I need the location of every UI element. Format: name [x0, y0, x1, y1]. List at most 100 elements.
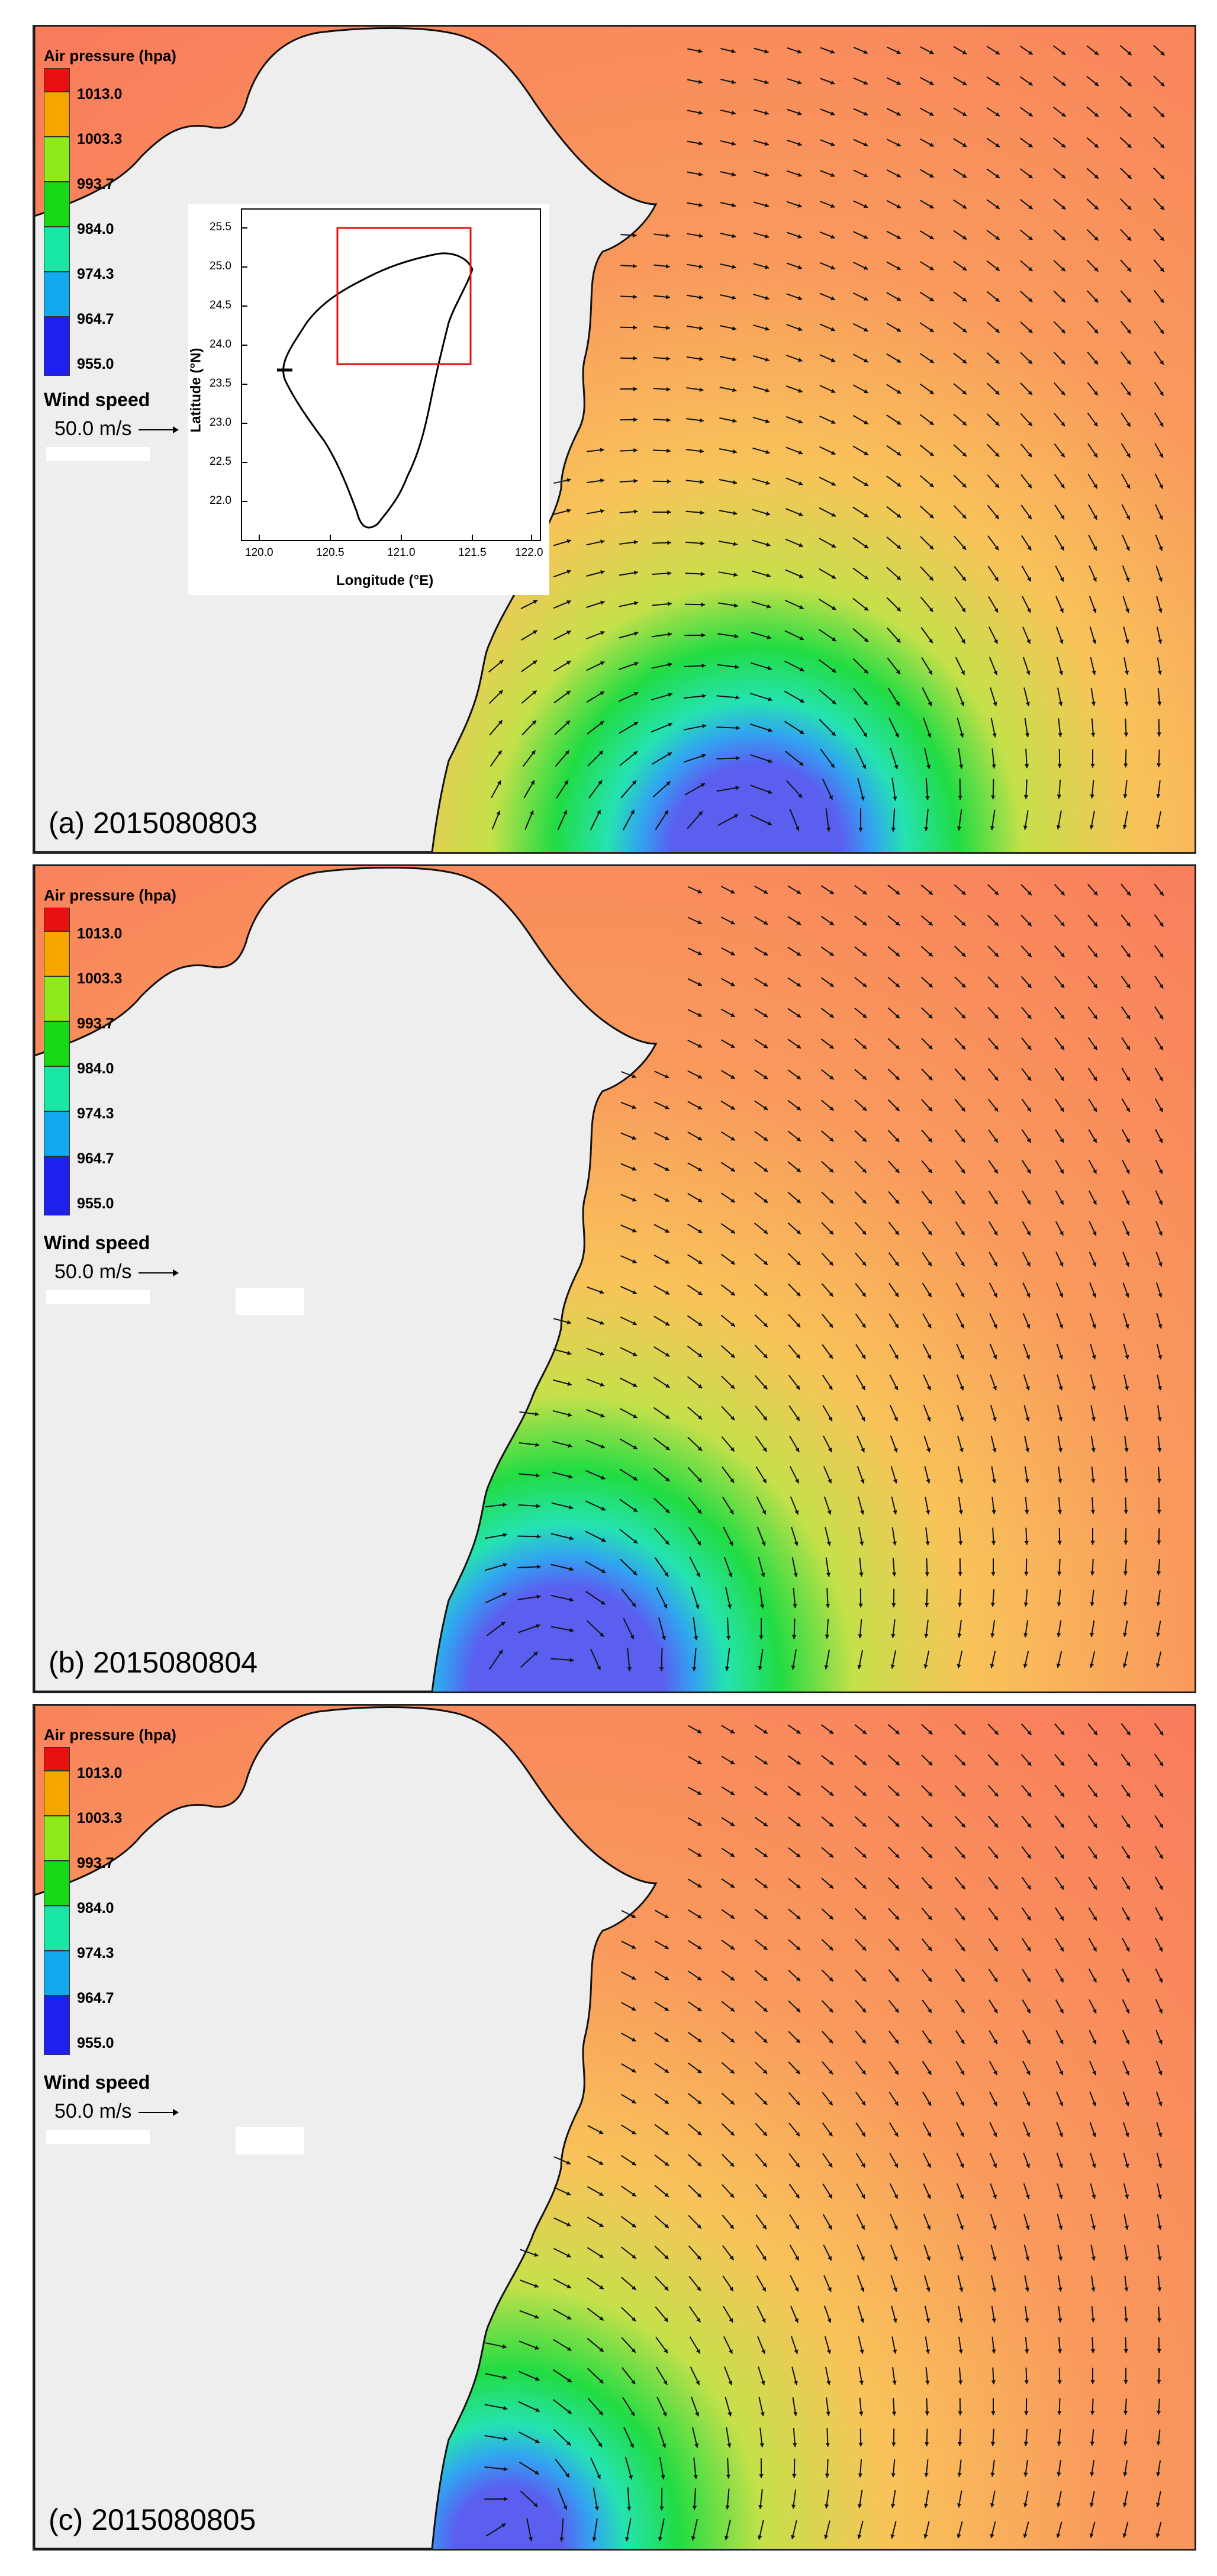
wind-arrowhead [1092, 670, 1096, 675]
wind-arrowhead [498, 1649, 503, 1655]
wind-arrowhead [894, 2163, 898, 2168]
wind-arrow [555, 2458, 570, 2478]
wind-arrowhead [796, 1075, 801, 1079]
wind-arrowhead [729, 2286, 733, 2292]
wind-reference: Wind speed 50.0 m/s [44, 1232, 179, 1283]
wind-arrowhead [792, 2474, 797, 2478]
legend-swatch [44, 137, 70, 182]
wind-arrowhead [697, 2100, 702, 2104]
wind-arrowhead [664, 2349, 668, 2353]
map-panel-c: Air pressure (hpa) 1013.0 1003.3 993.7 9… [33, 1704, 1196, 2551]
label-mask [236, 1288, 304, 1315]
wind-arrowhead [796, 1230, 801, 1234]
y-tick: 23.5 [210, 377, 231, 390]
wind-arrowhead [730, 1976, 735, 1981]
wind-arrowhead [863, 265, 868, 270]
wind-arrowhead [859, 2349, 864, 2354]
wind-arrowhead [831, 512, 836, 517]
wind-arrowhead [1158, 2133, 1163, 2137]
wind-arrowhead [895, 1853, 900, 1858]
wind-arrowhead [1159, 422, 1164, 427]
wind-arrowhead [957, 1603, 962, 1607]
wind-arrowhead [1060, 577, 1064, 582]
wind-arrowhead [796, 2101, 800, 2105]
wind-arrowhead [1125, 1231, 1130, 1236]
wind-arrowhead [1061, 205, 1066, 210]
wind-arrowhead [664, 2006, 669, 2011]
wind-arrowhead [532, 690, 537, 695]
wind-arrowhead [1028, 236, 1033, 240]
wind-arrowhead [1061, 359, 1065, 365]
wind-arrowhead [1126, 391, 1131, 396]
wind-arrowhead [1160, 143, 1165, 149]
wind-arrowhead [830, 296, 835, 301]
wind-arrowhead [1156, 1601, 1161, 1606]
wind-arrow [585, 1561, 606, 1574]
wind-arrowhead [1091, 702, 1096, 706]
wind-arrowhead [600, 478, 604, 483]
wind-arrowhead [832, 668, 836, 673]
wind-arrowhead [927, 1323, 932, 1329]
wind-arrowhead [536, 1594, 541, 1599]
wind-arrowhead [994, 1107, 999, 1112]
wind-arrowhead [1028, 422, 1032, 426]
wind-arrowhead [1058, 2318, 1063, 2323]
wind-arrowhead [633, 540, 638, 545]
wind-arrowhead [864, 669, 868, 674]
wind-arrowhead [627, 2506, 632, 2511]
wind-arrowhead [929, 452, 934, 456]
wind-arrowhead [702, 693, 706, 699]
wind-arrowhead [727, 2411, 732, 2417]
wind-arrowhead [664, 2037, 669, 2042]
wind-arrowhead [600, 1600, 606, 1604]
wind-arrowhead [1090, 794, 1094, 799]
wind-arrowhead [994, 577, 999, 581]
wind-arrowhead [1092, 2070, 1096, 2076]
legend-colorbar [44, 68, 70, 376]
wind-arrowhead [698, 1353, 703, 1358]
wind-arrowhead [1061, 236, 1065, 240]
wind-arrowhead [859, 1572, 864, 1577]
wind-arrowhead [864, 389, 868, 394]
legend-swatch [44, 1861, 70, 1906]
wind-arrowhead [1057, 2472, 1061, 2477]
wind-arrow [683, 725, 707, 731]
wind-arrowhead [831, 606, 836, 610]
wind-arrowhead [730, 2162, 735, 2167]
wind-arrowhead [1058, 2194, 1063, 2199]
wind-arrowhead [961, 952, 966, 957]
wind-arrowhead [1092, 1947, 1097, 1952]
wind-arrowhead [861, 1292, 866, 1297]
wind-arrowhead [702, 723, 707, 729]
wind-arrowhead [728, 2349, 733, 2354]
wind-arrowhead [1093, 1885, 1097, 1890]
wind-arrowhead [631, 1944, 636, 1949]
wind-arrowhead [496, 811, 501, 815]
wind-arrowhead [697, 2131, 702, 2136]
wind-arrowhead [692, 1667, 697, 1671]
wind-arrowhead [830, 80, 835, 85]
wind-arrowhead [863, 732, 867, 737]
wind-arrowhead [1025, 702, 1030, 706]
wind-arrowhead [826, 2411, 830, 2416]
wind-arrowhead [993, 2039, 997, 2044]
wind-arrowhead [827, 2287, 832, 2292]
wind-arrowhead [862, 921, 867, 925]
wind-arrowhead [1159, 1792, 1163, 1797]
wind-arrowhead [599, 2316, 604, 2321]
wind-arrowhead [730, 1729, 735, 1734]
wind-arrow [789, 809, 800, 831]
wind-arrowhead [1028, 484, 1032, 488]
wind-arrowhead [929, 420, 934, 425]
wind-arrowhead [957, 2472, 962, 2477]
legend-level: 955.0 [77, 356, 114, 372]
wind-arrowhead [1126, 267, 1131, 272]
wind-arrowhead [1093, 391, 1098, 395]
wind-arrowhead [765, 449, 770, 454]
wind-arrowhead [697, 1791, 702, 1795]
wind-arrowhead [796, 1168, 801, 1172]
wind-arrowhead [730, 1853, 735, 1857]
label-mask [236, 2127, 304, 2154]
wind-arrowhead [1158, 546, 1163, 551]
wind-arrowhead [633, 722, 639, 726]
